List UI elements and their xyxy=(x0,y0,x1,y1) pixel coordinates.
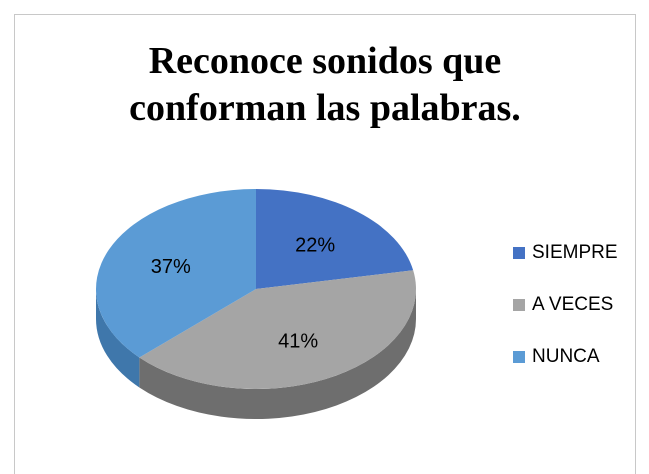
pie-side-nunca xyxy=(96,289,140,388)
legend-label-a-veces: A VECES xyxy=(532,293,614,315)
pie-slice-nunca xyxy=(96,189,257,358)
legend-swatch-siempre xyxy=(513,246,525,259)
pie-slices xyxy=(96,189,416,389)
legend: SIEMPRE A VECES NUNCA xyxy=(513,240,618,396)
pie-slice-siempre xyxy=(256,189,414,289)
pie-label-a-veces: 41% xyxy=(278,331,318,353)
legend-item-nunca: NUNCA xyxy=(513,344,618,369)
pie-labels: 22% 41% 37% xyxy=(151,234,336,352)
pie-label-siempre: 22% xyxy=(295,234,335,256)
chart-title-line-2: conforman las palabras. xyxy=(129,87,521,129)
legend-item-siempre: SIEMPRE xyxy=(513,240,618,265)
legend-swatch-a-veces xyxy=(513,298,525,311)
legend-label-nunca: NUNCA xyxy=(532,345,600,367)
legend-label-siempre: SIEMPRE xyxy=(532,241,618,263)
chart-title: Reconoce sonidos que conforman las palab… xyxy=(14,38,636,132)
legend-item-a-veces: A VECES xyxy=(513,292,618,317)
pie-side-a-veces xyxy=(139,289,416,420)
chart-title-line-1: Reconoce sonidos que xyxy=(148,40,502,82)
pie-label-nunca: 37% xyxy=(151,256,191,278)
pie-sides xyxy=(96,289,416,420)
legend-swatch-nunca xyxy=(513,350,525,363)
pie-slice-a-veces xyxy=(139,270,416,389)
